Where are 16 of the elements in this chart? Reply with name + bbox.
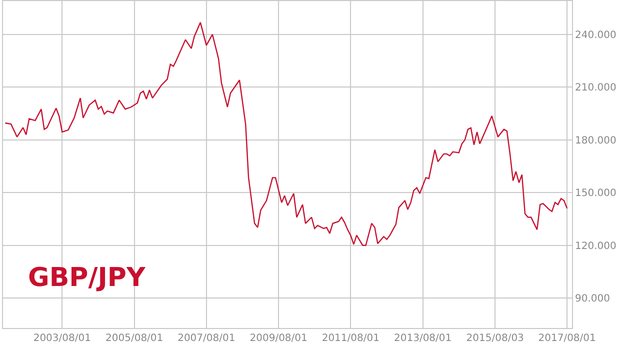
- y-tick-label: 120.000: [575, 240, 616, 252]
- x-tick-label: 2013/08/01: [394, 333, 452, 344]
- y-tick-label: 210.000: [575, 82, 616, 94]
- x-tick-label: 2009/08/01: [250, 333, 308, 344]
- y-tick-label: 240.000: [575, 30, 616, 41]
- x-tick-label: 2017/08/01: [538, 333, 596, 344]
- x-tick-label: 2005/08/01: [106, 333, 164, 344]
- y-tick-label: 150.000: [575, 188, 616, 200]
- y-tick-label: 180.000: [575, 135, 616, 146]
- x-tick-label: 2015/08/03: [466, 333, 524, 344]
- y-tick-label: 90.000: [575, 294, 610, 305]
- x-tick-label: 2003/08/01: [33, 333, 91, 344]
- annotation: GBP/JPY: [28, 263, 146, 293]
- x-tick-label: 2007/08/01: [178, 333, 236, 344]
- line-series: [4, 22, 568, 246]
- x-tick-label: 2011/08/01: [322, 333, 380, 344]
